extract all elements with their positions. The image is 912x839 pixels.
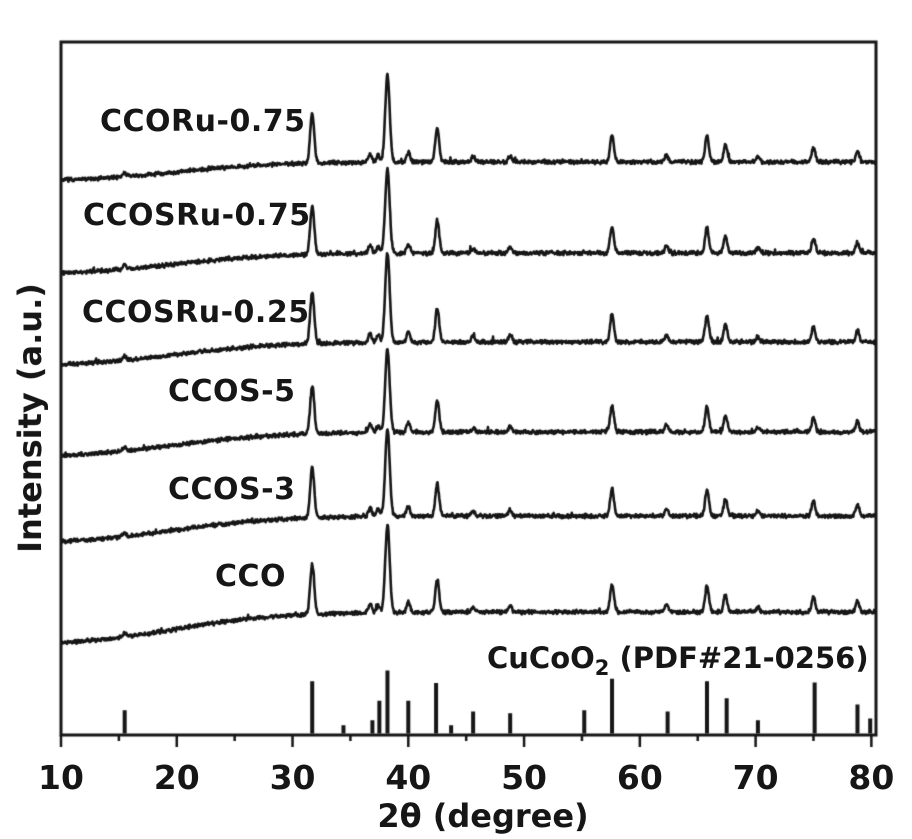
x-axis-label: 2θ (degree) <box>377 797 589 835</box>
x-tick-label-30: 30 <box>269 758 316 797</box>
series-label-CCOS-5: CCOS-5 <box>168 374 296 409</box>
x-tick-label-40: 40 <box>385 758 432 797</box>
x-tick-label-20: 20 <box>153 758 200 797</box>
x-tick-label-50: 50 <box>501 758 548 797</box>
x-tick-label-80: 80 <box>848 758 895 797</box>
series-label-CCOSRu-0.25: CCOSRu-0.25 <box>82 295 310 330</box>
series-label-CCOSRu-0.75: CCOSRu-0.75 <box>83 198 311 233</box>
x-tick-label-60: 60 <box>616 758 663 797</box>
reference-formula: CuCoO <box>487 641 595 675</box>
series-label-CCOS-3: CCOS-3 <box>168 472 296 507</box>
reference-pdf-number: (PDF#21-0256) <box>609 641 869 675</box>
x-tick-label-10: 10 <box>38 758 84 797</box>
series-label-CCO: CCO <box>215 559 287 594</box>
x-tick-label-70: 70 <box>732 758 779 797</box>
y-axis-label: Intensity (a.u.) <box>11 283 49 553</box>
series-label-CCORu-0.75: CCORu-0.75 <box>100 104 306 139</box>
reference-pattern-label: CuCoO2 (PDF#21-0256) <box>487 641 869 680</box>
reference-formula-subscript: 2 <box>594 655 610 680</box>
